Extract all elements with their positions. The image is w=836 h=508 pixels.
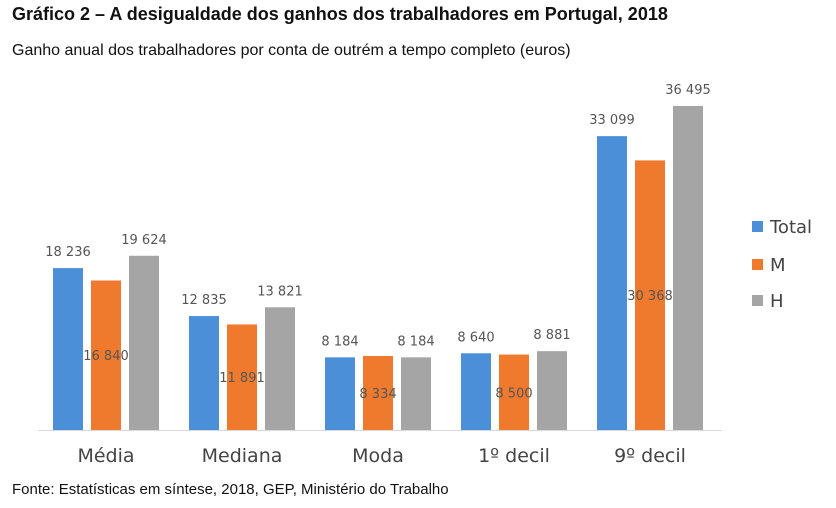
category-label: Média <box>77 445 134 467</box>
legend-swatch-total <box>752 221 763 232</box>
bar-total <box>597 136 627 430</box>
bar-total <box>325 357 355 430</box>
bar-m <box>363 356 393 430</box>
data-label: 8 500 <box>495 386 532 401</box>
chart-title: Gráfico 2 – A desigualdade dos ganhos do… <box>12 4 668 24</box>
bar-h <box>673 106 703 430</box>
data-label: 8 881 <box>533 328 570 343</box>
bar-m <box>635 160 665 430</box>
bar-h <box>401 357 431 430</box>
bar-total <box>189 316 219 430</box>
bar-h <box>129 255 159 430</box>
data-label: 13 821 <box>257 284 303 299</box>
category-label: 1º decil <box>478 445 550 467</box>
data-label: 16 840 <box>83 349 129 364</box>
legend-label: M <box>770 255 786 276</box>
chart-source: Fonte: Estatísticas em síntese, 2018, GE… <box>12 481 449 498</box>
legend-label: H <box>770 291 784 312</box>
data-label: 8 184 <box>321 334 358 349</box>
bar-m <box>227 324 257 430</box>
bar-total <box>53 268 83 430</box>
bar-h <box>265 307 295 430</box>
data-label: 11 891 <box>219 371 265 386</box>
data-label: 36 495 <box>665 83 711 98</box>
data-label: 18 236 <box>45 245 91 260</box>
data-label: 8 184 <box>397 334 434 349</box>
legend-swatch-h <box>752 295 763 306</box>
data-label: 30 368 <box>627 289 673 304</box>
category-label: Mediana <box>202 445 283 467</box>
category-label: Moda <box>352 445 404 467</box>
data-label: 8 334 <box>359 387 396 402</box>
data-label: 12 835 <box>181 293 227 308</box>
legend-label: Total <box>769 217 812 238</box>
bar-h <box>537 351 567 430</box>
data-label: 33 099 <box>589 113 635 128</box>
bar-m <box>499 354 529 430</box>
data-label: 8 640 <box>457 330 494 345</box>
category-label: 9º decil <box>614 445 686 467</box>
chart-subtitle: Ganho anual dos trabalhadores por conta … <box>12 42 571 59</box>
legend-swatch-m <box>752 259 763 270</box>
bar-m <box>91 280 121 430</box>
bar-total <box>461 353 491 430</box>
data-label: 19 624 <box>121 233 167 248</box>
